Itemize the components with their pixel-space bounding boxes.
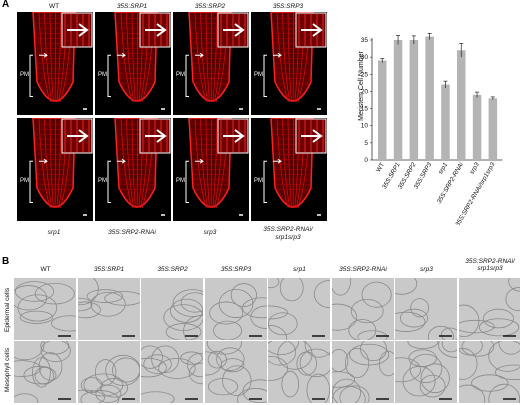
- panel-b-letter: B: [2, 256, 10, 267]
- epidermal-image-1: [14, 278, 76, 340]
- y-tick-label-3: 15: [361, 106, 369, 113]
- b-column-label-6: 35S:SRP2-RNAi: [339, 266, 387, 273]
- epidermal-image-7: [395, 278, 457, 340]
- bar-1: [378, 60, 387, 161]
- chart-ylabel: Meristem Cell Number: [358, 51, 365, 121]
- a-top-label-2: 35S:SRP1: [116, 3, 148, 10]
- mesophyll-image-2: [77, 341, 140, 403]
- a-bottom-label-3: srp3: [203, 229, 217, 236]
- mesophyll-image-8: [458, 341, 520, 403]
- bar-2: [393, 40, 403, 160]
- bar-6: [457, 50, 466, 160]
- epidermal-image-2: [77, 278, 140, 340]
- pm-label: PM: [176, 71, 185, 78]
- pm-label: PM: [20, 177, 29, 184]
- pm-label: PM: [254, 177, 263, 184]
- x-tick-label-7: srp3: [469, 161, 481, 176]
- row-label-epidermal: Epidermal cells: [4, 287, 11, 333]
- epidermal-image-5: [268, 278, 330, 340]
- epidermal-image-8: [458, 278, 520, 340]
- y-tick-label-2: 10: [361, 123, 369, 130]
- bottom-root-image-2: PM: [95, 118, 171, 221]
- epidermal-image-4: [204, 278, 267, 340]
- mesophyll-image-5: [268, 341, 330, 403]
- b-column-label-3: 35S:SRP2: [157, 266, 188, 273]
- bottom-root-image-3: PM: [173, 118, 249, 221]
- bar-7: [472, 94, 482, 160]
- pm-label: PM: [20, 71, 29, 78]
- bottom-root-image-1: PM: [17, 118, 93, 221]
- epidermal-image-6: [331, 278, 394, 340]
- b-column-label-8: 35S:SRP2-RNAi/ srp1srp3: [465, 258, 515, 272]
- top-root-image-3: PM: [173, 12, 249, 115]
- pm-label: PM: [254, 71, 263, 78]
- mesophyll-image-3: [141, 341, 203, 403]
- a-bottom-label-2: 35S:SRP2-RNAi: [108, 229, 156, 236]
- bar-8: [488, 98, 498, 160]
- panel-a-letter: A: [2, 0, 10, 10]
- top-root-image-2: PM: [95, 12, 171, 115]
- pm-label: PM: [98, 71, 107, 78]
- b-column-label-4: 35S:SRP3: [220, 266, 252, 273]
- bar-5: [441, 84, 450, 160]
- mesophyll-image-6: [331, 341, 394, 403]
- bar-4: [425, 36, 434, 160]
- pm-label: PM: [98, 177, 107, 184]
- y-tick-label-5: 25: [361, 71, 369, 78]
- y-tick-label-4: 20: [361, 88, 369, 95]
- a-bottom-label-1: srp1: [47, 229, 61, 236]
- row-label-mesophyll: Mesophyll cells: [4, 347, 11, 393]
- y-tick-label-6: 30: [361, 54, 369, 61]
- mesophyll-image-7: [395, 341, 457, 403]
- epidermal-image-3: [141, 278, 203, 340]
- b-column-label-1: WT: [40, 266, 51, 273]
- a-top-label-4: 35S:SRP3: [272, 3, 304, 10]
- b-column-label-2: 35S:SRP1: [93, 266, 125, 273]
- b-column-label-5: srp1: [293, 266, 306, 273]
- bar-3: [409, 40, 419, 160]
- pm-label: PM: [176, 177, 185, 184]
- b-column-label-7: srp3: [420, 266, 433, 273]
- top-root-image-1: PM: [17, 12, 93, 115]
- y-tick-label-7: 35: [361, 37, 369, 44]
- a-top-label-1: WT: [48, 3, 60, 10]
- mesophyll-image-1: [14, 341, 76, 403]
- bottom-root-image-4: PM: [251, 118, 327, 221]
- y-tick-label-0: 0: [364, 157, 368, 164]
- a-bottom-label-4: 35S:SRP2-RNAi/ srp1srp3: [263, 226, 313, 241]
- mesophyll-image-4: [204, 341, 267, 403]
- top-root-image-4: PM: [251, 12, 327, 115]
- x-tick-label-5: srp1: [437, 162, 449, 176]
- x-tick-label-1: WT: [375, 161, 386, 173]
- y-tick-label-1: 5: [364, 140, 368, 147]
- a-top-label-3: 35S:SRP2: [194, 3, 226, 10]
